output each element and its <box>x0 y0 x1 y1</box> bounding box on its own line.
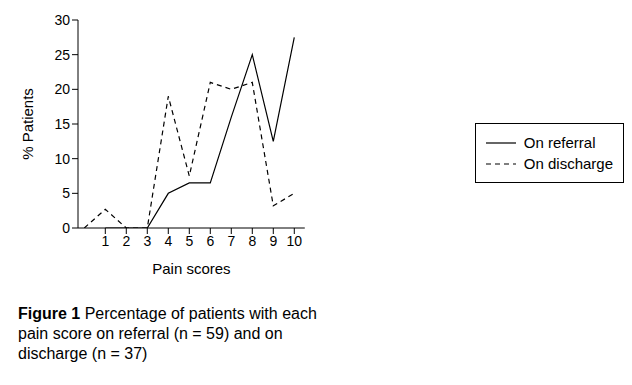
svg-text:25: 25 <box>54 47 70 63</box>
svg-text:8: 8 <box>248 233 256 249</box>
html-text:On referral: On referral <box>523 134 596 151</box>
html-text:On discharge: On discharge <box>523 155 613 172</box>
svg-text:7: 7 <box>227 233 235 249</box>
svg-text:0: 0 <box>62 220 70 236</box>
svg-text:% Patients: % Patients <box>19 88 36 160</box>
svg-text:3: 3 <box>143 233 151 249</box>
svg-text:20: 20 <box>54 81 70 97</box>
svg-text:5: 5 <box>62 185 70 201</box>
svg-text:1: 1 <box>101 233 109 249</box>
svg-text:5: 5 <box>185 233 193 249</box>
svg-text:15: 15 <box>54 116 70 132</box>
svg-text:4: 4 <box>164 233 172 249</box>
svg-text:10: 10 <box>286 233 302 249</box>
svg-text:10: 10 <box>54 151 70 167</box>
svg-text:2: 2 <box>122 233 130 249</box>
html-text:Figure 1 Percentage of patient: Figure 1 Percentage of patients with eac… <box>18 305 317 362</box>
svg-text:30: 30 <box>54 12 70 28</box>
svg-text:6: 6 <box>206 233 214 249</box>
svg-text:Pain scores: Pain scores <box>152 260 230 277</box>
svg-text:9: 9 <box>269 233 277 249</box>
